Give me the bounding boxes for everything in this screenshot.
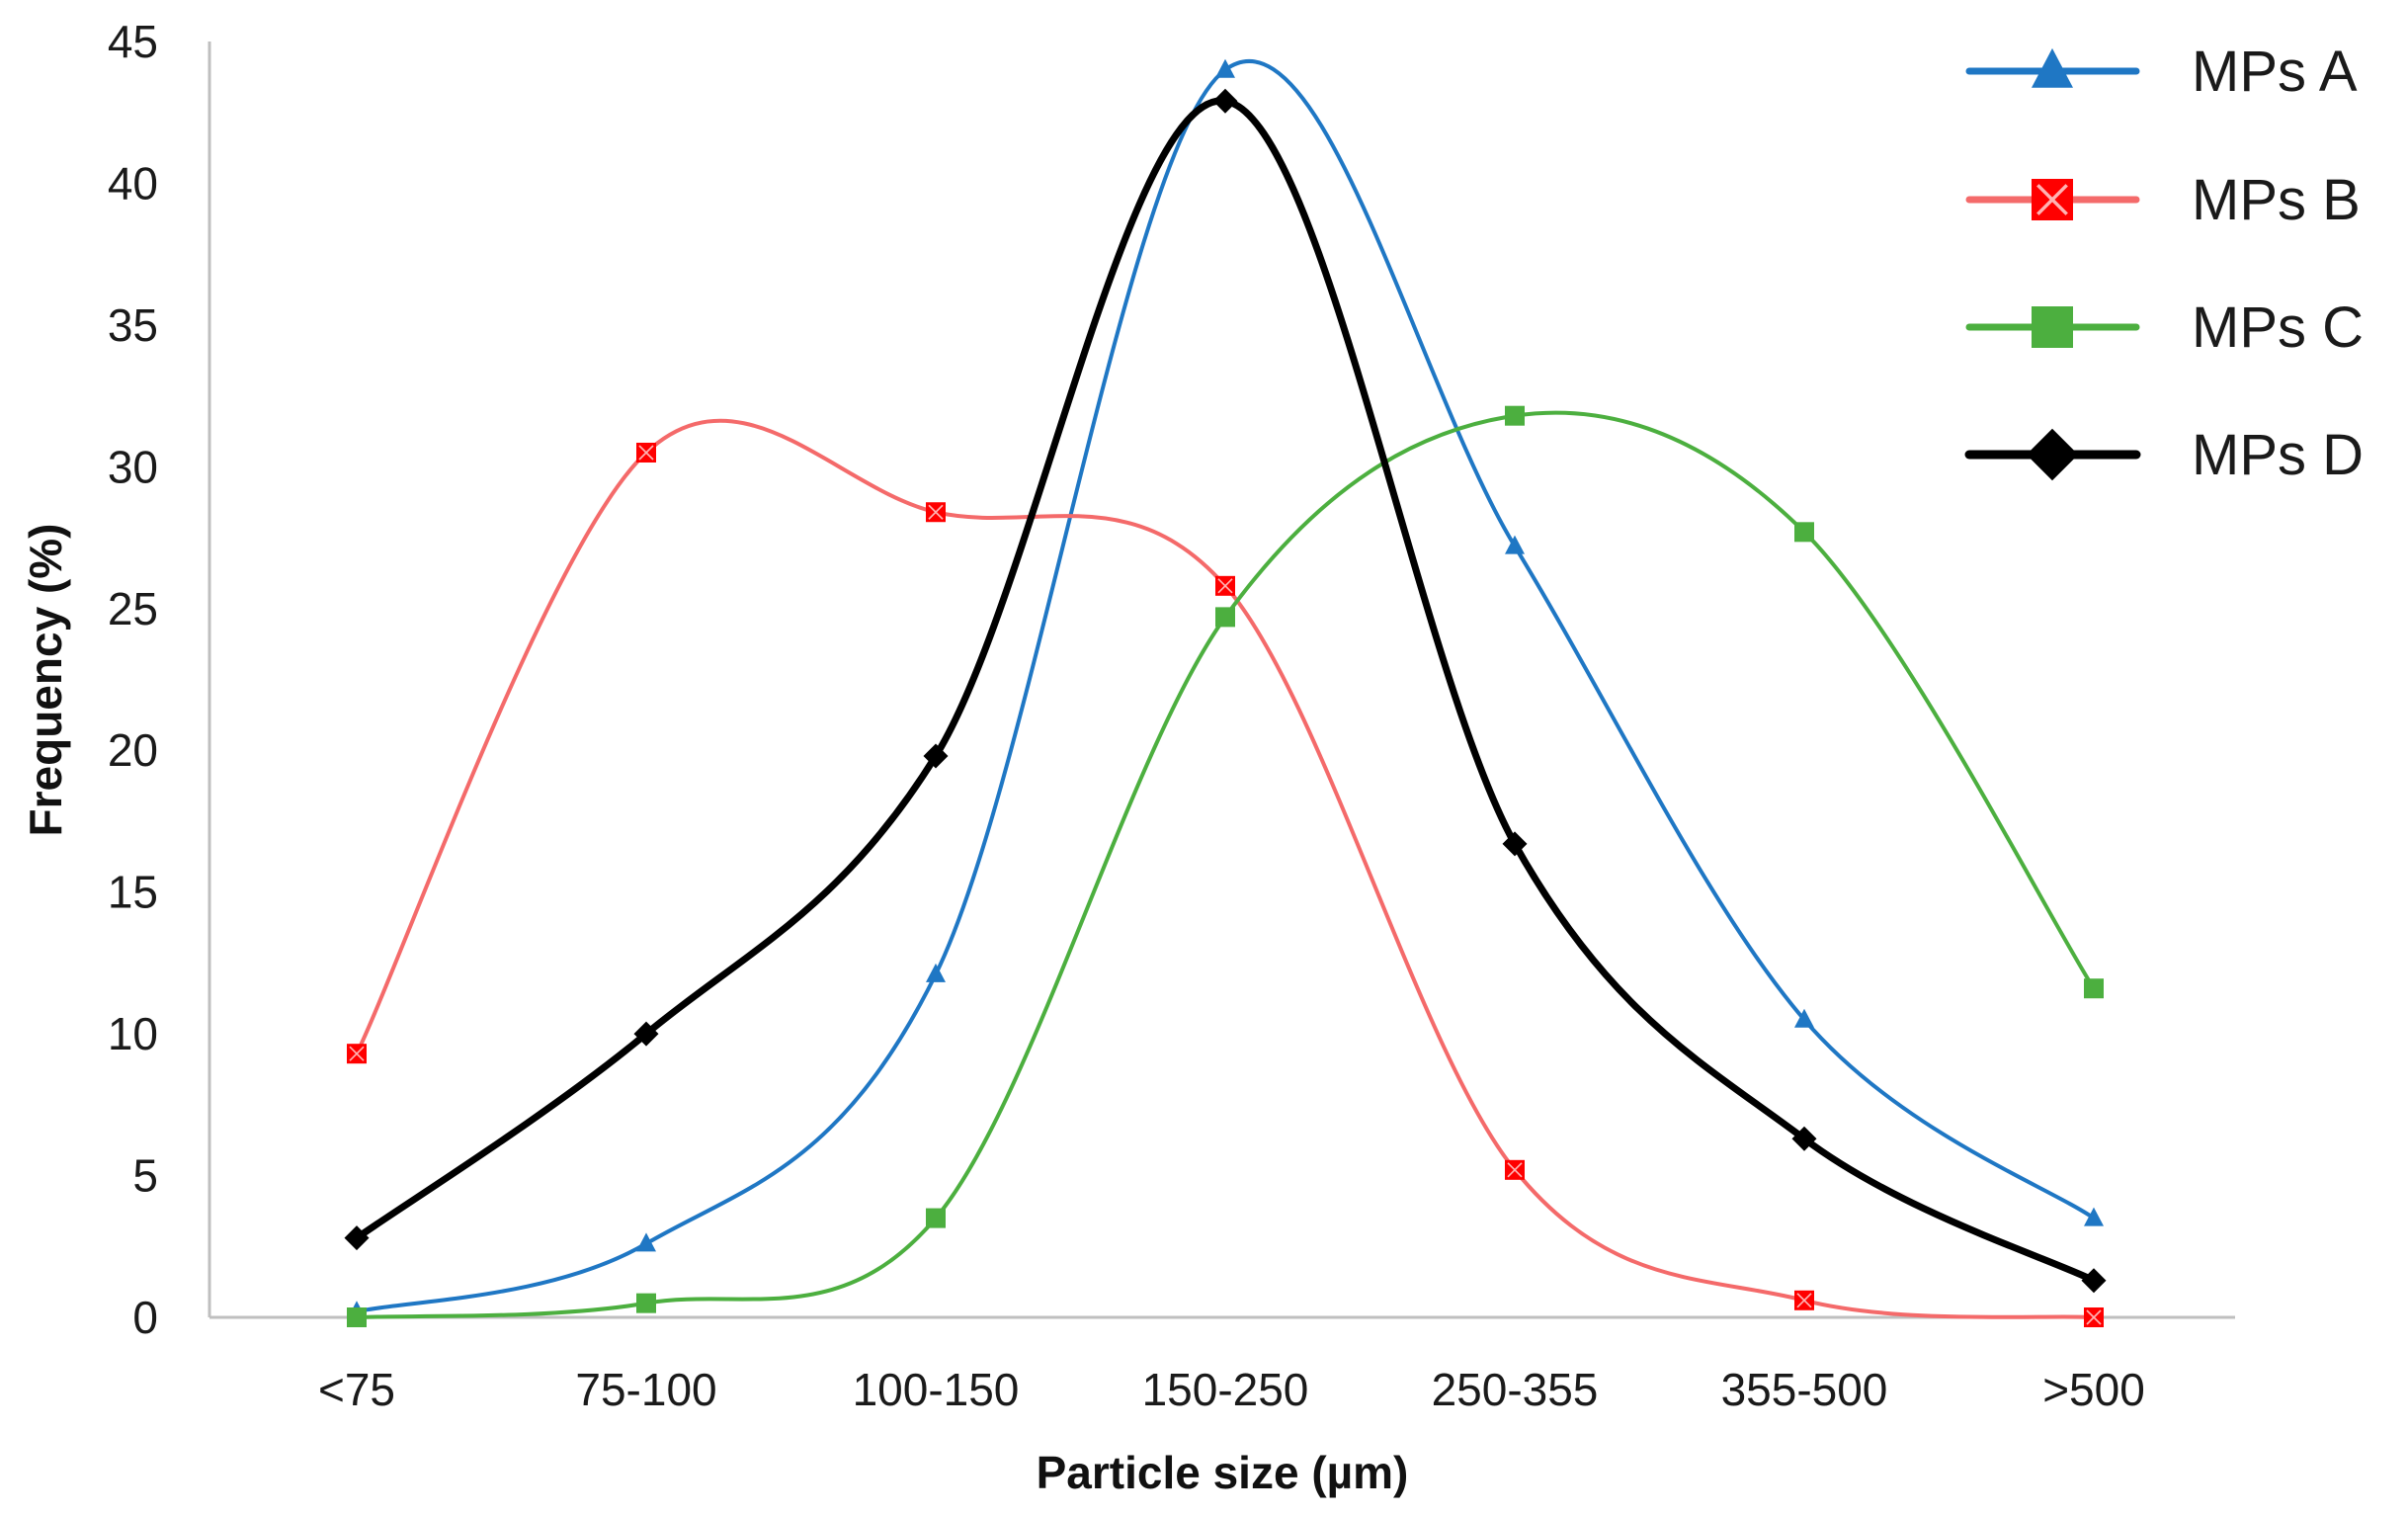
data-point-mps-b: [1215, 575, 1235, 596]
legend: MPs A MPs B MPs C MPs D: [1964, 40, 2364, 487]
y-tick-label: 20: [108, 724, 158, 776]
y-axis-title: Frequency (%): [20, 524, 71, 837]
y-tick-label: 10: [108, 1008, 158, 1059]
legend-label: MPs A: [2192, 40, 2358, 104]
series-line-mps-b: [355, 418, 2096, 1319]
data-point-mps-b-cross: [1796, 1293, 1812, 1308]
legend-marker: [2032, 306, 2073, 348]
y-tick-label: 15: [108, 867, 158, 918]
data-point-mps-a: [2084, 1207, 2104, 1226]
y-tick-label: 0: [132, 1292, 158, 1343]
legend-marker: [2032, 179, 2073, 220]
data-point-mps-b: [347, 1044, 367, 1064]
legend-item-mps-d: MPs D: [1964, 423, 2364, 487]
x-tick-label: 250-355: [1432, 1364, 1599, 1415]
data-point-mps-b-cross: [2086, 1309, 2102, 1325]
y-tick-label: 25: [108, 583, 158, 634]
x-tick-label: 355-500: [1721, 1364, 1888, 1415]
axes-layer: [208, 42, 2235, 1319]
data-point-mps-d: [633, 1021, 659, 1047]
legend-label: MPs D: [2192, 423, 2364, 487]
x-tick-label: >500: [2042, 1364, 2145, 1415]
series-mps-a: [347, 58, 2104, 1320]
data-point-mps-c: [1794, 522, 1814, 543]
data-point-mps-b-cross: [1217, 578, 1233, 594]
series-mps-b: [347, 418, 2104, 1327]
data-point-mps-c: [1505, 405, 1525, 426]
data-point-mps-a: [1215, 58, 1235, 78]
data-point-mps-a: [1794, 1008, 1814, 1028]
legend-label: MPs C: [2192, 295, 2364, 360]
data-point-mps-b: [636, 442, 656, 463]
series-layer: [344, 58, 2107, 1327]
data-point-mps-b-cross: [349, 1046, 365, 1061]
data-point-mps-c: [347, 1307, 367, 1327]
legend-marker-cross: [2036, 184, 2068, 215]
series-mps-d: [344, 88, 2107, 1294]
y-tick-label: 45: [108, 16, 158, 67]
legend-item-mps-a: MPs A: [1965, 40, 2358, 104]
data-point-mps-d: [1212, 88, 1238, 114]
x-axis-title: Particle size (µm): [1037, 1447, 1409, 1498]
x-tick-labels: <75 75-100 100-150 150-250 250-355 355-500 >50…: [318, 1364, 2145, 1415]
data-point-mps-d: [344, 1225, 370, 1251]
data-point-mps-b: [1505, 1159, 1525, 1180]
x-tick-label: 75-100: [575, 1364, 716, 1415]
data-point-mps-a: [1505, 535, 1525, 554]
y-tick-label: 35: [108, 299, 158, 351]
series-line-mps-c: [355, 410, 2096, 1319]
legend-item-mps-b: MPs B: [1965, 168, 2361, 232]
data-point-mps-d: [1791, 1126, 1817, 1151]
data-point-mps-a: [636, 1232, 656, 1252]
y-tick-label: 5: [132, 1150, 158, 1202]
series-line-mps-d: [353, 97, 2098, 1285]
y-tick-label: 30: [108, 441, 158, 492]
data-point-mps-d: [923, 743, 949, 769]
data-point-mps-c: [2084, 978, 2104, 999]
y-tick-label: 40: [108, 157, 158, 209]
series-mps-c: [347, 405, 2104, 1327]
data-point-mps-b: [926, 502, 946, 523]
x-tick-label: 100-150: [853, 1364, 1020, 1415]
data-point-mps-c: [636, 1293, 656, 1313]
data-point-mps-b: [2084, 1307, 2104, 1327]
data-point-mps-b-cross: [1507, 1162, 1523, 1178]
data-point-mps-d: [1502, 831, 1528, 857]
data-point-mps-b-cross: [928, 504, 944, 520]
series-line-mps-a: [355, 59, 2096, 1314]
data-point-mps-a: [926, 963, 946, 982]
legend-marker: [2032, 47, 2073, 88]
x-tick-label: 150-250: [1142, 1364, 1309, 1415]
data-point-mps-b-cross: [638, 445, 654, 461]
data-point-mps-d: [2081, 1268, 2107, 1294]
legend-marker: [2026, 428, 2079, 481]
legend-item-mps-c: MPs C: [1965, 295, 2364, 360]
legend-label: MPs B: [2192, 168, 2361, 232]
data-point-mps-c: [926, 1208, 946, 1228]
data-point-mps-c: [1215, 607, 1235, 628]
x-tick-label: <75: [318, 1364, 395, 1415]
data-point-mps-b: [1794, 1290, 1814, 1310]
y-tick-labels: 0 5 10 15 20 25 30 35 40 45: [108, 16, 158, 1343]
